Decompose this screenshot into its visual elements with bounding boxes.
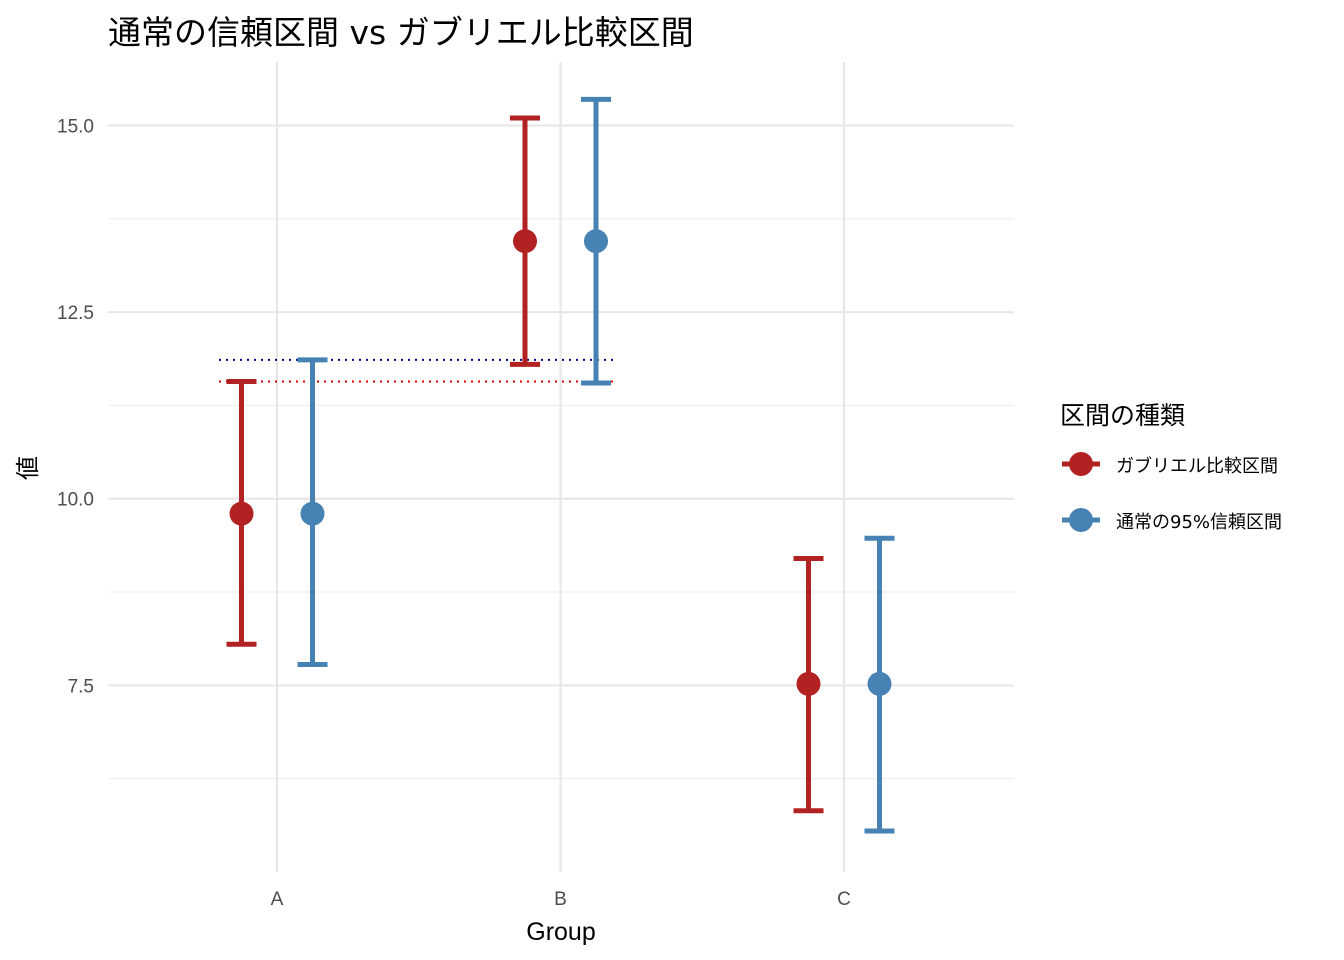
x-tick-label: B (554, 889, 567, 910)
point-estimate (796, 671, 821, 696)
legend-item-normal-ci[interactable]: 通常の95%信頼区間 (1060, 496, 1282, 544)
y-tick-label: 12.5 (57, 303, 94, 324)
legend-item-gabriel[interactable]: ガブリエル比較区間 (1060, 440, 1278, 488)
error-bars (226, 96, 895, 834)
point-estimate (300, 501, 325, 526)
errorbar-A-1 (297, 357, 328, 667)
y-tick-label: 7.5 (68, 676, 94, 697)
grid-lines (108, 62, 1014, 872)
errorbar-B-1 (581, 96, 611, 386)
errorbar-B-0 (510, 115, 540, 367)
reference-lines (219, 358, 617, 383)
legend-key-normal-ci (1062, 508, 1100, 532)
axes: 7.5 10.0 12.5 15.0 A B C (57, 116, 851, 910)
point-estimate (867, 671, 892, 696)
point-estimate (229, 501, 254, 526)
errorbar-C-1 (864, 535, 895, 834)
y-tick-label: 15.0 (57, 116, 94, 137)
x-axis-title: Group (526, 918, 595, 946)
legend-title: 区間の種類 (1060, 401, 1186, 430)
legend-label-gabriel: ガブリエル比較区間 (1116, 456, 1278, 477)
x-tick-label: A (271, 889, 284, 910)
errorbar-A-0 (226, 379, 257, 647)
y-tick-label: 10.0 (57, 490, 94, 511)
legend-label-normal-ci: 通常の95%信頼区間 (1116, 512, 1283, 533)
point-estimate (584, 229, 608, 254)
point-estimate (513, 229, 537, 254)
legend-key-gabriel (1062, 452, 1100, 476)
y-axis-title: 値 (14, 456, 42, 480)
legend: 区間の種類 ガブリエル比較区間 通常の95%信頼区間 (1060, 396, 1282, 544)
errorbar-C-0 (793, 555, 824, 814)
chart-title: 通常の信頼区間 vs ガブリエル比較区間 (108, 13, 694, 52)
x-tick-label: C (837, 889, 851, 910)
